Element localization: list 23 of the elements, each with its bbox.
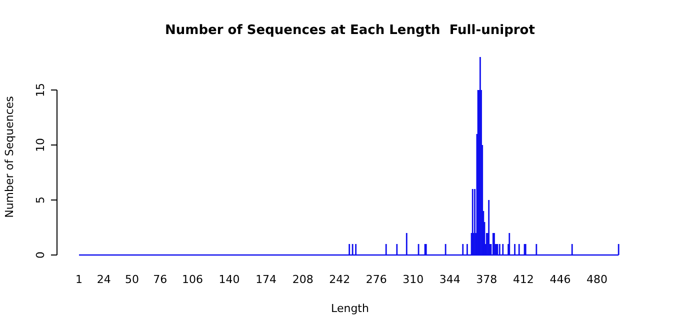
y-tick-label: 10 <box>34 138 47 152</box>
y-tick-label: 15 <box>34 83 47 97</box>
x-tick-label: 480 <box>586 273 608 286</box>
y-tick-label: 0 <box>34 252 47 258</box>
x-tick-label: 344 <box>439 273 460 286</box>
x-tick-label: 208 <box>292 273 314 286</box>
x-tick-label: 76 <box>153 273 168 286</box>
x-tick-label: 24 <box>96 273 111 286</box>
x-tick-label: 140 <box>218 273 240 286</box>
x-tick-label: 310 <box>402 273 424 286</box>
x-tick-label: 106 <box>182 273 204 286</box>
x-axis-title: Length <box>331 302 369 315</box>
x-tick-label: 378 <box>476 273 498 286</box>
x-tick-label: 412 <box>512 273 534 286</box>
chart-title: Number of Sequences at Each Length Full-uniprot <box>165 23 535 38</box>
y-tick-label: 5 <box>34 196 47 204</box>
x-tick-label: 50 <box>124 273 139 286</box>
y-axis-title: Number of Sequences <box>3 96 16 218</box>
x-tick-label: 242 <box>329 273 350 286</box>
x-tick-label: 174 <box>256 273 277 286</box>
x-tick-label: 1 <box>76 273 82 286</box>
x-tick-label: 276 <box>366 273 387 286</box>
x-tick-label: 446 <box>550 273 571 286</box>
